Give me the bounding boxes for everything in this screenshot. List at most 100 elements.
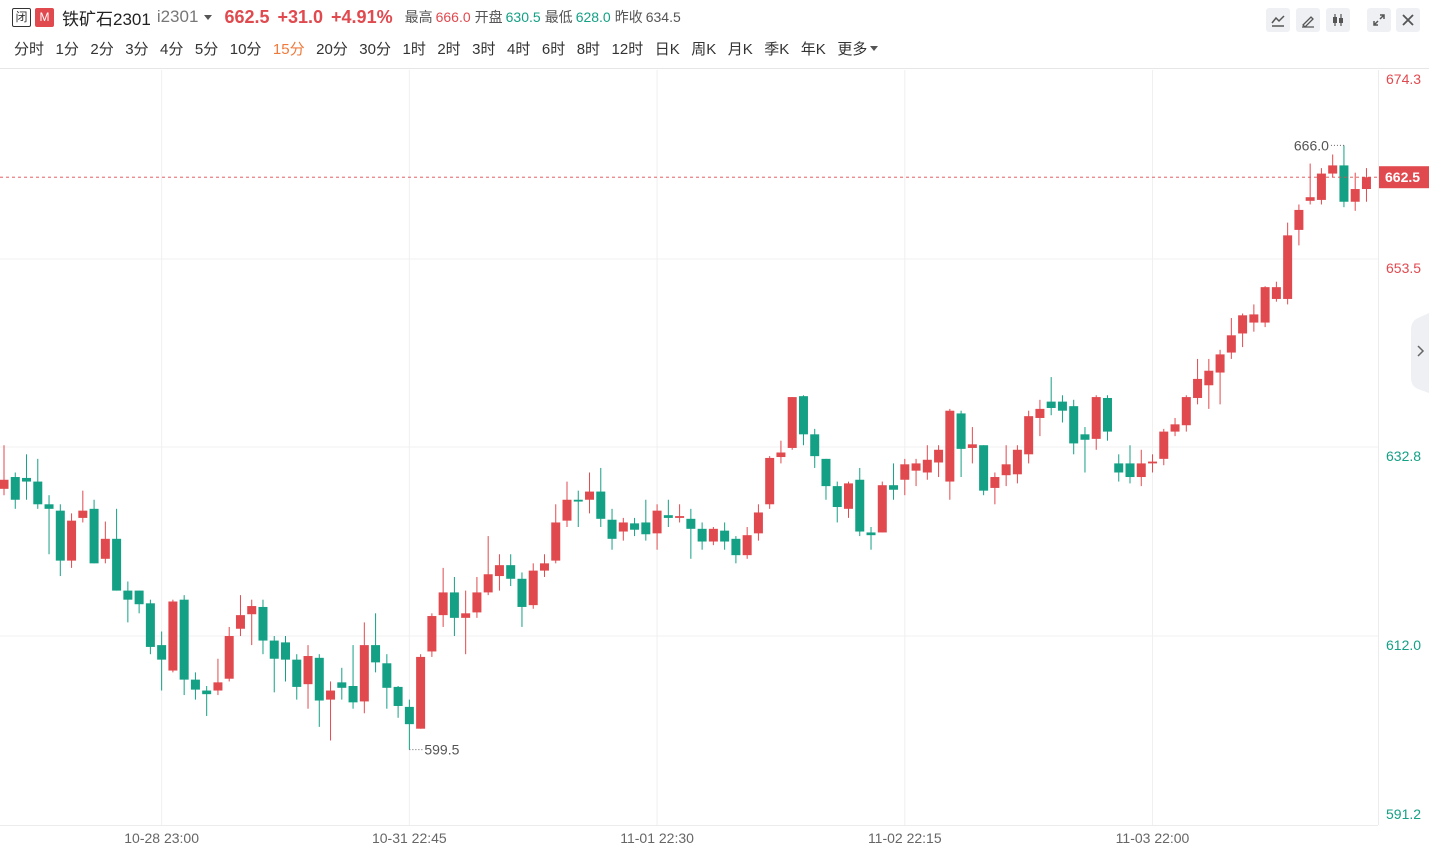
candle-body (1125, 463, 1135, 478)
candle-body (179, 599, 189, 680)
tool-button[interactable] (1296, 8, 1320, 32)
timeframe-tab[interactable]: 3分 (125, 40, 149, 58)
timeframe-tab[interactable]: 分时 (14, 40, 45, 58)
tool-button[interactable] (1367, 8, 1391, 32)
timeframe-tab[interactable]: 季K (764, 40, 790, 58)
candle-body (348, 685, 358, 703)
candle-body (1024, 416, 1034, 455)
stat-value: 628.0 (575, 9, 611, 25)
timeframe-tab[interactable]: 15分 (272, 40, 305, 58)
candle-body (1260, 287, 1270, 323)
candle-body (1148, 461, 1158, 464)
y-tick-label: 653.5 (1386, 260, 1421, 276)
y-tick-label: 612.0 (1386, 637, 1421, 653)
candle-body (596, 491, 606, 519)
candle-body (213, 682, 223, 691)
candle-body (371, 645, 381, 663)
candle-body (494, 565, 504, 577)
candle-body (449, 592, 459, 618)
stat-label: 最高 (404, 9, 433, 25)
candle-body (202, 690, 212, 695)
header: 闭 M 铁矿石2301 i2301 662.5 +31.0 +4.91% 最高 6… (12, 4, 681, 30)
candle-body (506, 565, 516, 579)
candle-body (573, 499, 583, 502)
stat-value: 630.5 (505, 9, 541, 25)
timeframe-tab[interactable]: 2时 (437, 40, 461, 58)
timeframe-tab[interactable]: 2分 (90, 40, 114, 58)
timeframe-tab[interactable]: 10分 (229, 40, 262, 58)
candle-body (461, 613, 471, 618)
candle-body (123, 590, 133, 600)
candle-body (416, 656, 426, 729)
candle-body (1316, 173, 1326, 200)
candle-body (1181, 397, 1191, 426)
stat-label: 开盘 (474, 9, 503, 25)
last-price-label: 662.5 (1385, 169, 1420, 185)
candle-body (889, 485, 899, 490)
tool-button[interactable] (1266, 8, 1290, 32)
candle-body (731, 538, 741, 556)
x-tick-label: 11-02 22:15 (868, 830, 942, 846)
close-button[interactable] (1396, 8, 1420, 32)
dropdown-caret[interactable] (870, 45, 879, 51)
candle-body (10, 477, 20, 500)
timeframe-tab[interactable]: 6时 (541, 40, 566, 58)
candle-body (697, 528, 707, 542)
candle-body (1057, 401, 1067, 411)
candle-body (641, 522, 651, 535)
candle-body (224, 636, 234, 679)
timeframe-tab[interactable]: 1分 (55, 40, 79, 58)
y-tick-label: 632.8 (1386, 448, 1421, 464)
timeframe-tab[interactable]: 12时 (611, 40, 644, 58)
candle-body (134, 590, 144, 605)
timeframe-tab[interactable]: 30分 (359, 40, 391, 58)
candle-body (1193, 378, 1203, 398)
timeframe-tab[interactable]: 4时 (507, 40, 531, 58)
candle-body (956, 413, 966, 449)
y-tick-label: 674.3 (1386, 71, 1421, 87)
candle-body (314, 657, 324, 701)
candle-body (1035, 408, 1045, 418)
candle-body (652, 510, 662, 534)
last-price-tag (1379, 166, 1429, 189)
icon (1271, 15, 1285, 27)
timeframe-tab[interactable]: 年K (800, 40, 826, 58)
candle-body (247, 606, 257, 615)
candle-body (483, 574, 493, 593)
candle-body (686, 518, 696, 529)
candle-body (776, 452, 786, 458)
dropdown-caret[interactable] (204, 14, 213, 20)
timeframe-tab[interactable]: 周K (691, 40, 717, 58)
candle-body (855, 479, 865, 532)
candle-body (1328, 165, 1338, 174)
timeframe-tab[interactable]: 20分 (316, 40, 348, 58)
candle-body (1339, 165, 1349, 202)
tool-button[interactable] (1326, 8, 1350, 32)
candle-body (990, 477, 1000, 488)
candle-body (303, 656, 313, 685)
timeframe-tab[interactable]: 8时 (576, 40, 601, 58)
change: +31.0 (277, 6, 324, 27)
candle-body (539, 563, 549, 571)
candle-body (1159, 431, 1169, 459)
candle-body (100, 538, 110, 559)
candle-body (78, 510, 88, 518)
y-tick-label: 591.2 (1386, 806, 1421, 822)
stat-value: 666.0 (435, 9, 471, 25)
timeframe-tab[interactable]: 4分 (160, 40, 184, 58)
timeframe-tab[interactable]: 3时 (472, 40, 496, 58)
candle-body (337, 682, 347, 688)
candle-body (1091, 397, 1101, 439)
candle-body (145, 603, 155, 647)
candle-body (742, 535, 752, 556)
candle-body (934, 449, 944, 463)
more-tab[interactable]: 更多 (837, 40, 868, 58)
stat-label: 昨收 (614, 9, 643, 25)
timeframe-tab[interactable]: 1时 (402, 40, 426, 58)
candle-body (562, 499, 572, 521)
timeframe-tab[interactable]: 月K (727, 40, 753, 58)
candle-body (0, 479, 9, 489)
timeframe-tab[interactable]: 5分 (194, 40, 219, 58)
timeframe-tab[interactable]: 日K (654, 40, 680, 58)
candle-body (967, 444, 977, 448)
